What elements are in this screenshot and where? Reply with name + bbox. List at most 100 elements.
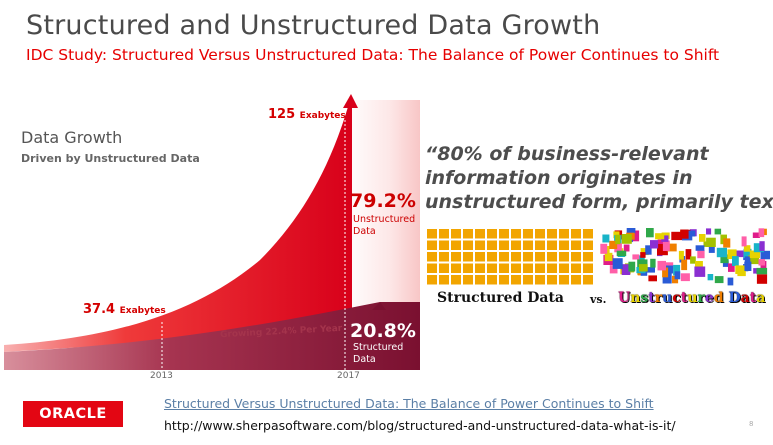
structured-block	[499, 275, 509, 285]
structured-block	[439, 229, 449, 239]
unstructured-block	[674, 271, 681, 280]
structured-block	[559, 275, 569, 285]
structured-block	[475, 240, 485, 250]
structured-block	[439, 252, 449, 262]
unstructured-block	[662, 240, 670, 251]
structured-block	[499, 252, 509, 262]
unstructured-block	[695, 245, 705, 251]
structured-block	[451, 240, 461, 250]
unstructured-block	[743, 245, 751, 252]
structured-block	[451, 229, 461, 239]
structured-block	[559, 263, 569, 273]
structured-block	[499, 263, 509, 273]
unstructured-block	[623, 244, 630, 252]
structured-block	[475, 229, 485, 239]
structured-block	[571, 229, 581, 239]
structured-block	[427, 275, 437, 285]
structured-grid-graphic	[427, 229, 593, 285]
unstructured-block	[752, 232, 760, 238]
structured-block	[463, 229, 473, 239]
quote-line: information originates in	[425, 167, 693, 189]
structured-block	[547, 240, 557, 250]
unstructured-block	[743, 248, 752, 258]
structured-block	[427, 252, 437, 262]
unstructured-block	[678, 250, 684, 260]
unstructured-block	[735, 250, 744, 258]
unstructured-block	[646, 228, 654, 238]
structured-block	[523, 263, 533, 273]
unstructured-block	[756, 274, 768, 284]
unstructured-percent: 79.2%	[350, 190, 416, 212]
top-value-label: 125 Exabytes	[268, 107, 346, 122]
structured-block	[463, 275, 473, 285]
unstructured-block	[650, 240, 659, 249]
quote-line: “80% of business-relevant	[425, 143, 709, 165]
unstructured-block	[690, 256, 696, 264]
unstructured-block	[604, 252, 613, 262]
unstructured-block	[671, 231, 683, 241]
structured-block	[571, 263, 581, 273]
unstructured-block	[662, 267, 669, 278]
unstructured-block	[758, 228, 765, 238]
structured-arrow	[372, 302, 386, 310]
structured-area	[4, 302, 420, 370]
structured-block	[571, 240, 581, 250]
structured-block	[535, 240, 545, 250]
unstructured-block	[761, 228, 767, 236]
unstructured-block	[609, 265, 618, 274]
unstructured-block	[722, 260, 729, 267]
unstructured-block	[661, 235, 669, 242]
unstructured-block	[714, 276, 724, 284]
structured-block	[559, 229, 569, 239]
unstructured-block	[662, 273, 672, 284]
structured-block	[475, 252, 485, 262]
structured-block	[511, 263, 521, 273]
structured-block	[451, 263, 461, 273]
structured-block	[523, 229, 533, 239]
structured-block	[499, 240, 509, 250]
structured-block	[523, 252, 533, 262]
unstructured-block	[706, 237, 716, 247]
structured-block	[463, 263, 473, 273]
structured-block	[511, 229, 521, 239]
structured-block	[499, 229, 509, 239]
structured-block	[439, 275, 449, 285]
source-article-link[interactable]: Structured Versus Unstructured Data: The…	[164, 396, 654, 411]
structured-block	[487, 252, 497, 262]
unstructured-block	[758, 259, 765, 266]
unstructured-block	[681, 259, 688, 271]
structured-block	[547, 252, 557, 262]
data-growth-chart: Data Growth Driven by Unstructured Data …	[0, 90, 420, 390]
structured-block	[475, 275, 485, 285]
unstructured-block	[753, 243, 765, 253]
source-url: http://www.sherpasoftware.com/blog/struc…	[164, 418, 676, 433]
structured-block	[463, 240, 473, 250]
structured-block	[463, 252, 473, 262]
unstructured-block	[727, 249, 737, 259]
structured-block	[487, 240, 497, 250]
structured-block	[475, 263, 485, 273]
unstructured-block	[695, 261, 703, 267]
structured-block	[547, 275, 557, 285]
unstructured-block	[650, 258, 656, 268]
slide-title: Structured and Unstructured Data Growth	[26, 10, 601, 41]
unstructured-block	[708, 242, 715, 253]
structured-block	[547, 263, 557, 273]
unstructured-block	[621, 234, 632, 244]
structured-block	[439, 263, 449, 273]
unstructured-scatter-graphic	[600, 228, 770, 286]
unstructured-block	[720, 254, 729, 264]
unstructured-block	[732, 256, 739, 266]
unstructured-block	[646, 267, 655, 273]
structured-block	[427, 263, 437, 273]
unstructured-label: Unstructured Data	[353, 214, 416, 237]
unstructured-data-label: Unstructured Data	[618, 290, 766, 306]
unstructured-block	[615, 234, 621, 245]
unstructured-block	[638, 264, 648, 272]
structured-block	[571, 252, 581, 262]
structured-block	[427, 229, 437, 239]
structured-block	[451, 252, 461, 262]
structured-block	[583, 275, 593, 285]
unstructured-block	[697, 250, 705, 259]
